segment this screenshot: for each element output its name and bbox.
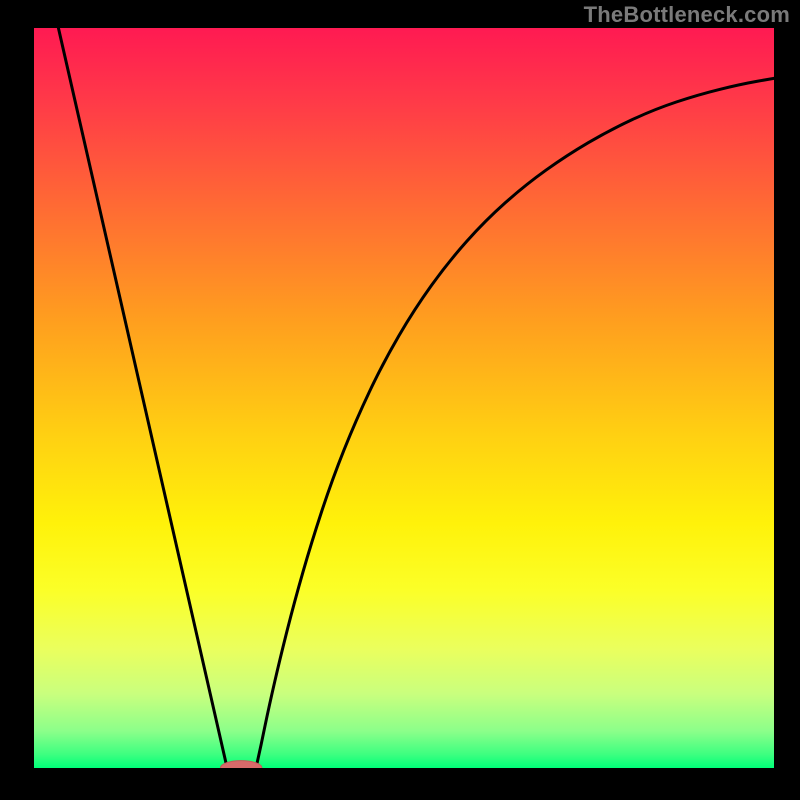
chart-svg bbox=[34, 28, 774, 768]
gradient-background bbox=[34, 28, 774, 768]
chart-frame: TheBottleneck.com bbox=[0, 0, 800, 800]
plot-area bbox=[34, 28, 774, 768]
watermark-text: TheBottleneck.com bbox=[584, 2, 790, 28]
